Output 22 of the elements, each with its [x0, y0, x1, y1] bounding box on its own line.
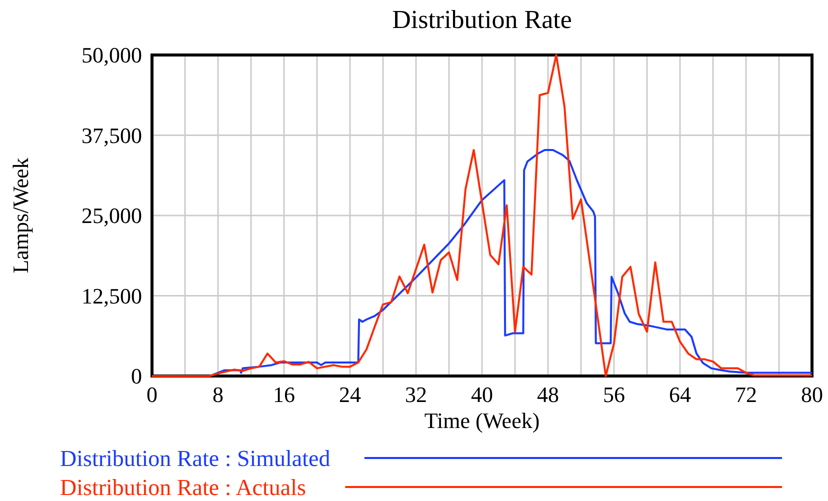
- y-tick-label: 12,500: [82, 283, 142, 308]
- text: Distribution Rate : Simulated: [60, 446, 331, 472]
- y-tick-label: 0: [131, 364, 142, 389]
- text: Distribution Rate : Actuals: [60, 475, 306, 500]
- chart-title: Distribution Rate: [392, 5, 572, 34]
- x-tick-label: 72: [735, 382, 757, 407]
- x-tick-label: 32: [405, 382, 427, 407]
- x-tick-label: 64: [669, 382, 691, 407]
- y-tick-label: 25,000: [82, 203, 142, 228]
- x-tick-label: 80: [801, 382, 823, 407]
- x-axis-title: Time (Week): [424, 408, 540, 433]
- x-tick-label: 8: [212, 382, 224, 407]
- x-tick-label: 48: [537, 382, 559, 407]
- x-tick-label: 16: [273, 382, 295, 407]
- x-tick-label: 0: [146, 382, 158, 407]
- x-tick-label: 56: [603, 382, 625, 407]
- x-tick-label: 40: [471, 382, 493, 407]
- y-tick-label: 50,000: [82, 42, 142, 68]
- line-series: [151, 54, 813, 377]
- y-tick-label: 37,500: [82, 122, 142, 148]
- x-tick-label: 24: [339, 382, 361, 407]
- y-axis-title: Lamps/Week: [8, 158, 33, 274]
